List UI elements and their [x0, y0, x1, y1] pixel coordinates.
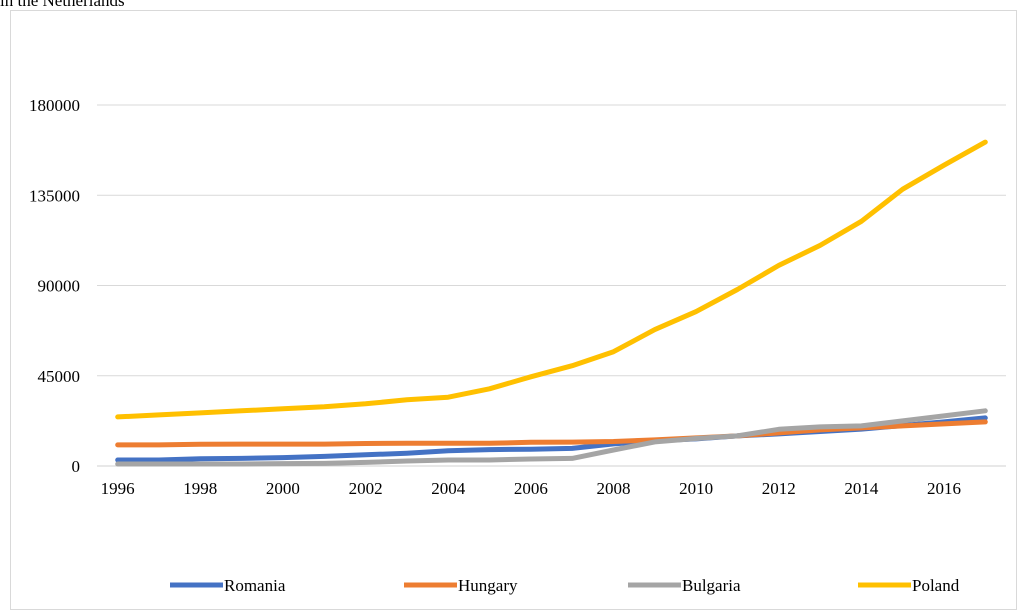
x-tick-label: 2010	[679, 479, 713, 498]
x-axis-ticks: 1996 1998 2000 2002 2004 2006 2008 2010 2012 2014…	[101, 479, 961, 498]
x-tick-label: 2016	[927, 479, 961, 498]
x-tick-label: 2002	[349, 479, 383, 498]
y-tick-label: 0	[72, 457, 81, 476]
x-tick-label: 2000	[266, 479, 300, 498]
x-tick-label: 1998	[183, 479, 217, 498]
legend-label-poland: Poland	[912, 576, 960, 595]
y-tick-label: 135000	[29, 186, 80, 205]
x-tick-label: 2004	[431, 479, 466, 498]
x-tick-label: 2008	[596, 479, 630, 498]
gridlines	[97, 104, 1006, 467]
y-tick-label: 180000	[29, 96, 80, 115]
x-tick-label: 2006	[514, 479, 548, 498]
series-line-poland	[115, 139, 988, 420]
line-chart: 0 45000 90000 135000 180000 1996 1998 2000 2002…	[29, 96, 1006, 595]
x-tick-label: 2012	[762, 479, 796, 498]
legend-label-romania: Romania	[224, 576, 286, 595]
series-lines	[115, 139, 988, 467]
y-tick-label: 90000	[38, 277, 81, 296]
chart-caption: in the Netherlands	[0, 0, 125, 10]
series-line-bulgaria	[115, 408, 988, 467]
legend-label-hungary: Hungary	[458, 576, 518, 595]
x-tick-label: 2014	[844, 479, 879, 498]
y-tick-label: 45000	[38, 367, 81, 386]
x-tick-label: 1996	[101, 479, 135, 498]
legend-label-bulgaria: Bulgaria	[682, 576, 741, 595]
y-axis-ticks: 0 45000 90000 135000 180000	[29, 96, 80, 476]
legend: Romania Hungary Bulgaria Poland	[170, 576, 960, 595]
